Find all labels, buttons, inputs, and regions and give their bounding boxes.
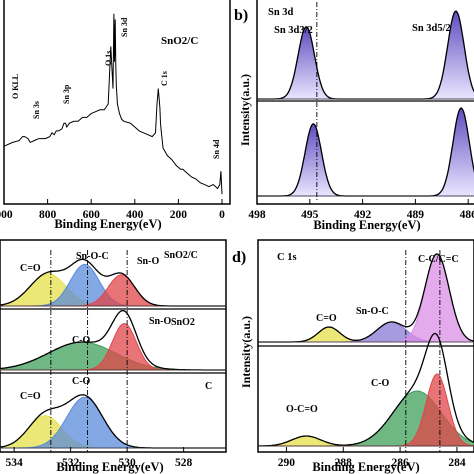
c-sno-label-2: Sn-O [149,316,171,327]
xtick-label: 498 [248,209,266,221]
envelope-line [257,332,474,447]
xtick-label: 290 [278,457,296,469]
xtick-label: 528 [175,457,193,469]
panel-c-plot [0,250,226,452]
xtick-label: 489 [407,209,425,221]
d-co-label: C=O [316,313,337,324]
xtick-label: 000 [0,209,13,221]
panel-a-frame [3,0,231,205]
xtick-label: 284 [448,457,466,469]
fit-component [257,123,474,197]
d-snoc-label: Sn-O-C [356,306,389,317]
c-sample-c: C [205,381,212,392]
panel-d-plot [257,250,474,452]
xtick-label: 492 [354,209,372,221]
sn3d52-label: Sn 3d5/2 [412,23,451,34]
xtick-label: 288 [335,457,353,469]
xtick-label: 495 [301,209,319,221]
panel-a-xlabel: Binding Energy(eV) [54,217,161,231]
panel-d: d) 290 288 286 284 C 1s C=O Sn-O-C C-C/C=C … [232,239,474,474]
xtick-label: 200 [170,209,188,221]
envelope-line [257,107,474,197]
xtick-label: 800 [39,209,57,221]
panel-d-letter: d) [232,249,246,266]
fit-component [257,107,474,197]
panel-a: 000 800 600 400 200 0 SnO2/C O KLL Sn 3s Sn 3… [0,0,231,231]
sn3p-label: Sn 3p [62,84,71,104]
d-cc-label: C-C/C=C [418,254,459,265]
panel-a-sample-label: SnO2/C [161,35,198,47]
c-co-label-2: C-O [72,335,91,346]
panel-b-letter: b) [234,7,248,24]
xtick-label: 486 [460,209,474,221]
sn3d32-label: Sn 3d3/2 [274,25,313,36]
fit-component [258,253,474,343]
o1s-label: O 1s [104,51,113,66]
xtick-label: 530 [119,457,137,469]
xtick-label: 534 [6,457,24,469]
panel-c-xticks: 534 532 530 528 [6,447,193,469]
c1s-title: C 1s [277,252,297,263]
survey-spectrum-line [3,13,223,195]
c1s-survey-label: C 1s [160,71,169,86]
panel-c-frame [0,239,227,453]
sn3d-title: Sn 3d [268,7,294,18]
panel-b-ylabel: Intensity(a.u.) [238,74,252,146]
c-co-label-1: C=O [20,263,41,274]
xtick-label: 400 [126,209,144,221]
c-co-label-3: C=O [20,391,41,402]
panel-d-xticks: 290 288 286 284 [278,447,466,469]
panel-a-xticks: 000 800 600 400 200 0 [0,199,225,221]
panel-d-ylabel: Intensity(a.u.) [239,316,253,388]
c-sample-sno2: SnO2 [171,317,195,328]
okll-label: O KLL [11,74,20,99]
panel-c-xlabel: Binding Energy(eV) [56,460,163,474]
d-co-label-2: C-O [371,378,390,389]
panel-c: 534 532 530 528 SnO2/C SnO2 C C=O Sn-O-C Sn… [0,239,227,474]
sn3d-survey-label: Sn 3d [120,17,129,37]
sn3s-label: Sn 3s [32,101,41,119]
c-sno-label-1: Sn-O [137,256,159,267]
xtick-label: 286 [391,457,409,469]
xtick-label: 0 [219,209,225,221]
panel-b: b) 498 495 492 489 486 Sn 3d Sn 3d3/2 Sn 3d5… [234,0,474,232]
sn4d-label: Sn 4d [212,139,221,159]
xtick-label: 532 [62,457,80,469]
c-co-label-4: C-O [72,376,91,387]
c-sample-sno2c: SnO2/C [164,250,198,261]
panel-d-xlabel: Binding Energy(eV) [312,460,419,474]
d-oco-label: O-C=O [286,404,318,415]
panel-b-xlabel: Binding Energy(eV) [313,218,420,232]
panel-b-plot [257,2,474,200]
c-snoc-label: Sn-O-C [76,251,109,262]
xtick-label: 600 [83,209,101,221]
panel-b-xticks: 498 495 492 489 486 [248,199,474,221]
